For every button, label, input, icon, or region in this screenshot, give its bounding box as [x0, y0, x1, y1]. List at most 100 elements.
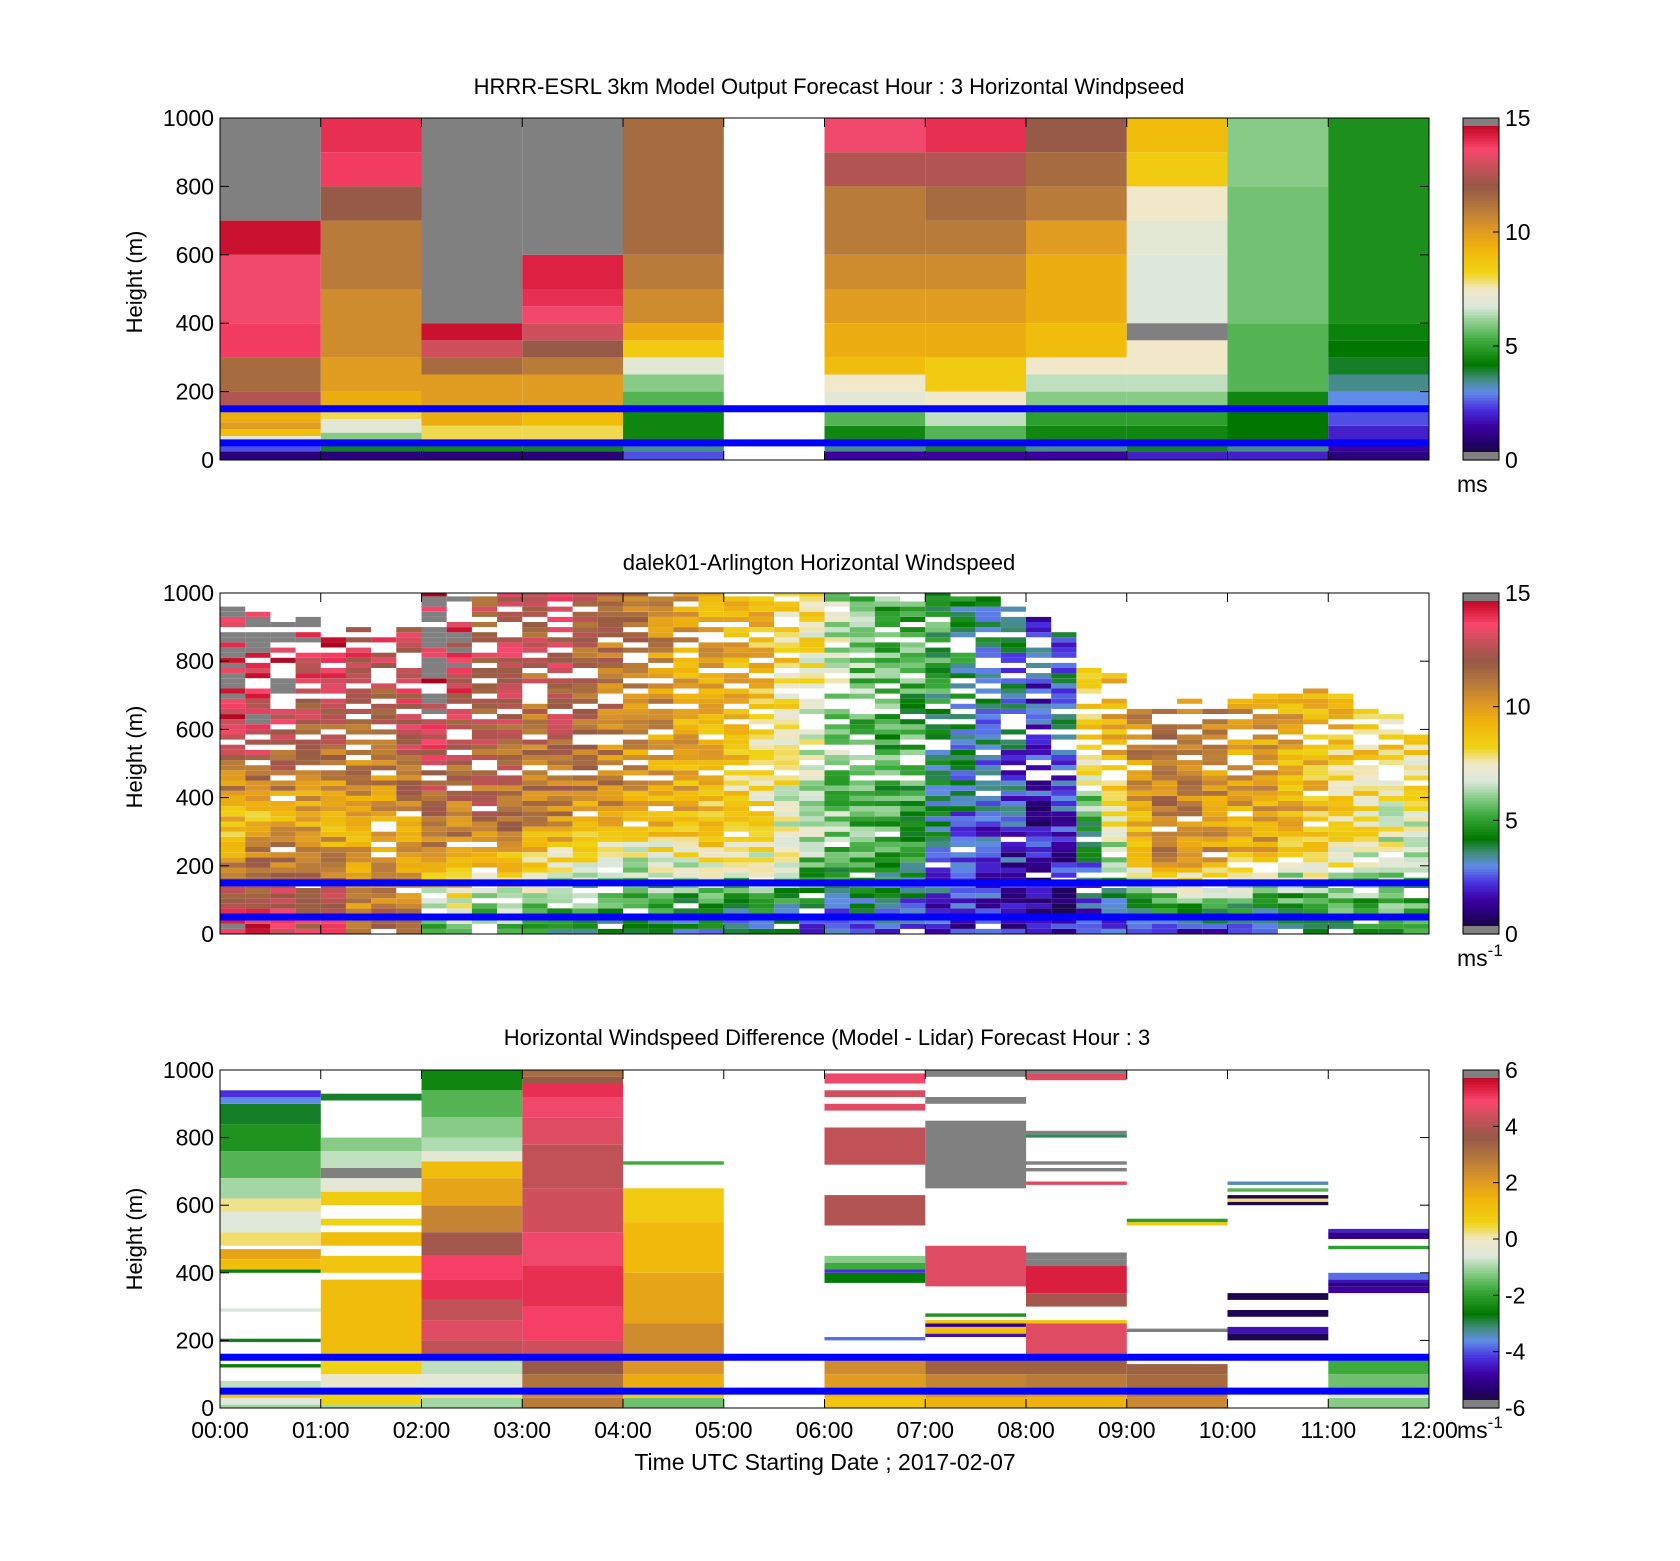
heatmap-cell — [824, 1397, 926, 1408]
heatmap-cell — [597, 596, 623, 602]
heatmap-cell — [1000, 683, 1026, 689]
heatmap-cell — [1026, 867, 1052, 873]
heatmap-cell — [673, 857, 699, 863]
heatmap-cell — [421, 647, 447, 653]
heatmap-cell — [1126, 826, 1152, 832]
colorbar-band — [1463, 1131, 1499, 1136]
heatmap-cell — [1076, 811, 1102, 817]
heatmap-cell — [698, 724, 724, 730]
heatmap-cell — [698, 760, 724, 766]
heatmap-cell — [1353, 755, 1379, 761]
heatmap-cell — [623, 755, 649, 761]
heatmap-cell — [446, 806, 472, 812]
colorbar-band — [1463, 351, 1499, 356]
colorbar-band — [1463, 209, 1499, 213]
heatmap-cell — [1202, 775, 1228, 781]
heatmap-cell — [1328, 1397, 1430, 1408]
heatmap-cell — [522, 596, 548, 602]
heatmap-cell — [1353, 714, 1379, 720]
heatmap-cell — [1076, 816, 1102, 822]
heatmap-cell — [1378, 867, 1404, 873]
heatmap-cell — [421, 408, 523, 426]
panel-model-reference-lines — [220, 405, 1429, 447]
heatmap-cell — [320, 826, 346, 832]
heatmap-cell — [471, 729, 498, 735]
heatmap-cell — [1000, 831, 1026, 837]
heatmap-cell — [1403, 928, 1429, 934]
colorbar-tick-label: 0 — [1505, 1226, 1518, 1252]
heatmap-cell — [774, 790, 800, 796]
heatmap-cell — [874, 744, 901, 750]
heatmap-cell — [1227, 1333, 1329, 1341]
heatmap-cell — [1303, 744, 1329, 750]
heatmap-cell — [1051, 724, 1077, 730]
heatmap-cell — [824, 893, 850, 899]
heatmap-cell — [799, 806, 825, 812]
heatmap-cell — [824, 1103, 926, 1111]
colorbar-band — [1463, 894, 1499, 898]
heatmap-cell — [522, 357, 624, 375]
heatmap-cell — [1202, 872, 1228, 878]
heatmap-cell — [824, 775, 850, 781]
heatmap-cell — [1403, 836, 1429, 842]
heatmap-cell — [1126, 928, 1152, 934]
heatmap-cell — [421, 627, 447, 633]
heatmap-cell — [1151, 852, 1178, 858]
heatmap-cell — [1328, 357, 1430, 375]
colorbar-band — [1463, 1143, 1499, 1147]
heatmap-cell — [874, 847, 901, 853]
heatmap-cell — [950, 898, 976, 904]
heatmap-cell — [572, 719, 598, 725]
heatmap-cell — [1151, 821, 1178, 827]
heatmap-cell — [320, 118, 422, 153]
heatmap-cell — [824, 836, 850, 842]
heatmap-cell — [925, 611, 951, 617]
heatmap-cell — [497, 714, 523, 720]
heatmap-cell — [1353, 831, 1379, 837]
heatmap-cell — [1177, 708, 1203, 714]
heatmap-cell — [648, 847, 674, 853]
heatmap-cell — [421, 719, 447, 725]
heatmap-cell — [421, 1161, 523, 1179]
heatmap-cell — [1277, 821, 1304, 827]
heatmap-cell — [824, 601, 850, 607]
heatmap-cell — [1026, 152, 1127, 187]
heatmap-cell — [220, 444, 321, 452]
heatmap-cell — [874, 606, 901, 612]
heatmap-cell — [648, 611, 674, 617]
heatmap-cell — [1328, 374, 1430, 392]
colorbar-band — [1463, 397, 1499, 401]
heatmap-cell — [471, 673, 498, 679]
heatmap-cell — [900, 703, 926, 709]
heatmap-cell — [245, 708, 271, 714]
heatmap-cell — [245, 642, 271, 648]
heatmap-cell — [522, 601, 548, 607]
heatmap-cell — [698, 596, 724, 602]
heatmap-cell — [623, 841, 649, 847]
colorbar-band — [1463, 911, 1499, 915]
heatmap-cell — [623, 616, 649, 622]
heatmap-cell — [849, 632, 875, 638]
heatmap-cell — [547, 693, 573, 699]
colorbar-band — [1463, 1289, 1499, 1294]
heatmap-cell — [220, 770, 246, 776]
heatmap-cell — [1026, 408, 1127, 426]
heatmap-cell — [295, 688, 321, 694]
colorbar-band — [1463, 1343, 1499, 1347]
heatmap-cell — [522, 852, 548, 858]
heatmap-cell — [673, 719, 699, 725]
heatmap-cell — [748, 811, 775, 817]
heatmap-cell — [497, 847, 523, 853]
heatmap-cell — [925, 408, 1027, 426]
heatmap-cell — [1303, 831, 1329, 837]
heatmap-cell — [774, 698, 800, 704]
heatmap-cell — [1328, 1272, 1430, 1280]
panel-model-cells — [220, 118, 1430, 460]
heatmap-cell — [648, 836, 674, 842]
heatmap-cell — [623, 872, 649, 878]
heatmap-cell — [320, 724, 346, 730]
heatmap-cell — [774, 647, 800, 653]
heatmap-cell — [849, 923, 875, 929]
heatmap-cell — [471, 780, 498, 786]
colorbar-frame — [1462, 592, 1500, 935]
